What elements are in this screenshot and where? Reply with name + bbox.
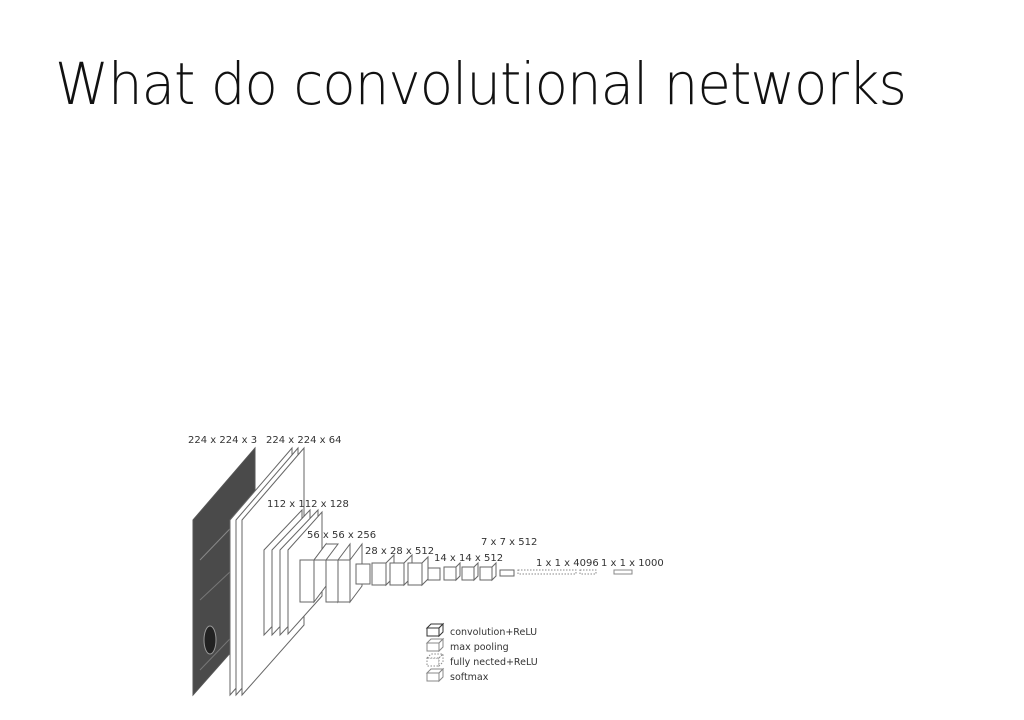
label-fc: 1 x 1 x 4096 <box>536 558 599 569</box>
legend-icon-softmax <box>425 667 445 683</box>
label-conv1: 224 x 224 x 64 <box>266 435 341 446</box>
label-conv2: 112 x 112 x 128 <box>267 499 349 510</box>
legend: convolution+ReLU max pooling fully necte… <box>425 622 538 683</box>
legend-icon-conv <box>425 622 445 638</box>
pool-block-7 <box>499 569 515 577</box>
label-pool5: 7 x 7 x 512 <box>481 537 537 548</box>
legend-label-softmax: softmax <box>450 672 489 683</box>
legend-icon-pool <box>425 637 445 653</box>
legend-icon-fc <box>425 652 445 668</box>
legend-label-conv: convolution+ReLU <box>450 627 537 638</box>
conv-block-28 <box>355 553 429 587</box>
label-conv3: 56 x 56 x 256 <box>307 530 376 541</box>
label-softmax: 1 x 1 x 1000 <box>601 558 664 569</box>
legend-label-pool: max pooling <box>450 642 509 653</box>
legend-label-fc: fully nected+ReLU <box>450 657 538 668</box>
fc-layers <box>517 569 597 575</box>
softmax-layer <box>613 569 633 575</box>
label-conv5: 14 x 14 x 512 <box>434 553 503 564</box>
conv-block-14 <box>427 561 497 582</box>
label-conv4: 28 x 28 x 512 <box>365 546 434 557</box>
slide-title: What do convolutional networks <box>55 50 907 118</box>
label-input: 224 x 224 x 3 <box>188 435 257 446</box>
